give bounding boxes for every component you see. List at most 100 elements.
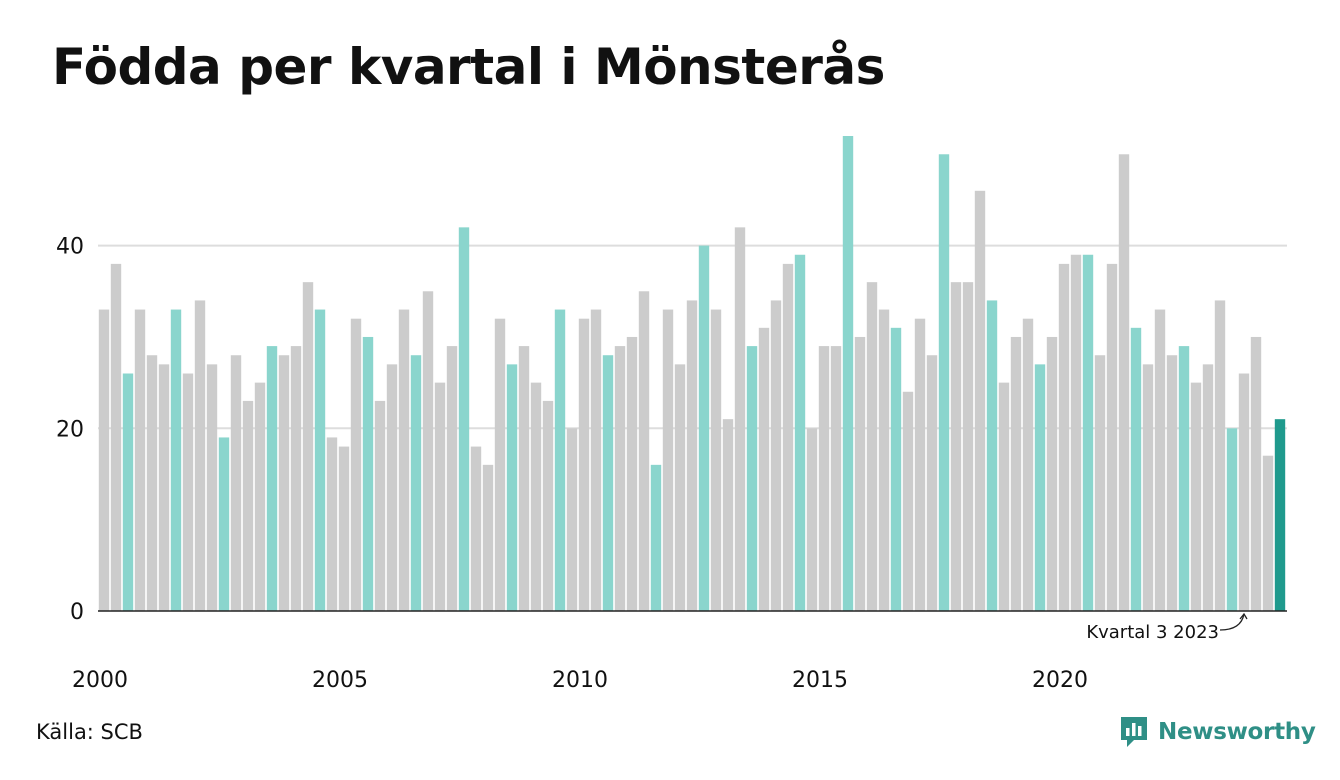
bar-2009-q2 bbox=[542, 400, 554, 611]
bar-2013-q4 bbox=[758, 327, 770, 611]
bar-2013-q1 bbox=[722, 419, 734, 611]
bars bbox=[98, 136, 1286, 612]
bar-2006-q4 bbox=[422, 291, 434, 611]
bar-2007-q4 bbox=[470, 446, 482, 611]
x-tick-label: 2000 bbox=[72, 668, 128, 693]
bar-2019-q3 bbox=[1034, 364, 1046, 611]
bar-2017-q2 bbox=[926, 355, 938, 611]
bar-2003-q1 bbox=[242, 400, 254, 611]
bar-2010-q3 bbox=[602, 355, 614, 611]
bar-2006-q3 bbox=[410, 355, 422, 611]
bar-2023-q1 bbox=[1202, 364, 1214, 611]
bar-2011-q3 bbox=[650, 464, 662, 611]
bar-2013-q3 bbox=[746, 346, 758, 611]
bar-2019-q4 bbox=[1046, 336, 1058, 611]
annotation-label: Kvartal 3 2023 bbox=[1086, 622, 1219, 643]
bar-2014-q4 bbox=[806, 428, 818, 611]
bar-2020-q2 bbox=[1070, 254, 1082, 611]
bar-2017-q1 bbox=[914, 318, 926, 611]
bar-2015-q2 bbox=[830, 346, 842, 611]
bar-2019-q1 bbox=[1010, 336, 1022, 611]
bar-2014-q1 bbox=[770, 300, 782, 611]
annotation: Kvartal 3 2023 bbox=[1086, 612, 1248, 643]
chart-title: Födda per kvartal i Mönsterås bbox=[52, 38, 885, 96]
bar-2008-q3 bbox=[506, 364, 518, 611]
brand-name: Newsworthy bbox=[1158, 719, 1316, 745]
bar-2002-q1 bbox=[194, 300, 206, 611]
bar-2020-q3 bbox=[1082, 254, 1094, 611]
bar-2010-q4 bbox=[614, 346, 626, 611]
bar-2000-q1 bbox=[98, 309, 110, 611]
bar-2015-q3 bbox=[842, 136, 854, 611]
bar-2021-q4 bbox=[1142, 364, 1154, 611]
bar-2021-q1 bbox=[1106, 263, 1118, 611]
bar-2016-q1 bbox=[866, 282, 878, 611]
x-tick-label: 2015 bbox=[792, 668, 848, 693]
bar-2011-q4 bbox=[662, 309, 674, 611]
bar-2022-q4 bbox=[1190, 382, 1202, 611]
bar-2018-q1 bbox=[962, 282, 974, 611]
bar-2007-q1 bbox=[434, 382, 446, 611]
bar-2012-q2 bbox=[686, 300, 698, 611]
bar-2017-q4 bbox=[950, 282, 962, 611]
bar-2003-q2 bbox=[254, 382, 266, 611]
bar-2015-q4 bbox=[854, 336, 866, 611]
bar-2007-q3 bbox=[458, 227, 470, 611]
bar-2009-q1 bbox=[530, 382, 542, 611]
bar-2004-q2 bbox=[302, 282, 314, 611]
bar-2014-q3 bbox=[794, 254, 806, 611]
y-tick-label: 20 bbox=[56, 417, 84, 442]
bar-2001-q4 bbox=[182, 373, 194, 611]
bar-2012-q1 bbox=[674, 364, 686, 611]
bar-2010-q2 bbox=[590, 309, 602, 611]
bar-2008-q2 bbox=[494, 318, 506, 611]
bar-2005-q3 bbox=[362, 336, 374, 611]
bar-2011-q2 bbox=[638, 291, 650, 611]
bar-2024-q2 bbox=[1262, 455, 1274, 611]
bar-2018-q4 bbox=[998, 382, 1010, 611]
x-tick-label: 2005 bbox=[312, 668, 368, 693]
bar-2001-q3 bbox=[170, 309, 182, 611]
bar-2003-q4 bbox=[278, 355, 290, 611]
bar-2000-q3 bbox=[122, 373, 134, 611]
bar-2004-q4 bbox=[326, 437, 338, 611]
bar-2008-q1 bbox=[482, 464, 494, 611]
axes: 0 20 40 2000 2005 2010 2015 2020 bbox=[56, 235, 1287, 693]
x-tick-label: 2010 bbox=[552, 668, 608, 693]
bar-2016-q4 bbox=[902, 391, 914, 611]
bar-2000-q2 bbox=[110, 263, 122, 611]
bar-2004-q1 bbox=[290, 346, 302, 611]
bar-2002-q3 bbox=[218, 437, 230, 611]
bar-2012-q3 bbox=[698, 245, 710, 611]
bar-2015-q1 bbox=[818, 346, 830, 611]
bar-2006-q2 bbox=[398, 309, 410, 611]
bar-2023-q4 bbox=[1238, 373, 1250, 611]
bar-2016-q2 bbox=[878, 309, 890, 611]
bar-2016-q3 bbox=[890, 327, 902, 611]
y-tick-label: 0 bbox=[70, 600, 84, 625]
annotation-arrowhead bbox=[1239, 612, 1248, 620]
bar-2006-q1 bbox=[386, 364, 398, 611]
bar-2003-q3 bbox=[266, 346, 278, 611]
bar-2005-q1 bbox=[338, 446, 350, 611]
bar-2013-q2 bbox=[734, 227, 746, 611]
source-note: Källa: SCB bbox=[36, 720, 143, 744]
bar-2009-q4 bbox=[566, 428, 578, 611]
bar-2001-q2 bbox=[158, 364, 170, 611]
bar-2023-q2 bbox=[1214, 300, 1226, 611]
bar-2001-q1 bbox=[146, 355, 158, 611]
bar-2019-q2 bbox=[1022, 318, 1034, 611]
bar-2009-q3 bbox=[554, 309, 566, 611]
bar-2018-q3 bbox=[986, 300, 998, 611]
bar-2022-q2 bbox=[1166, 355, 1178, 611]
bar-2004-q3 bbox=[314, 309, 326, 611]
bar-2008-q4 bbox=[518, 346, 530, 611]
bar-2021-q3 bbox=[1130, 327, 1142, 611]
bar-2005-q4 bbox=[374, 400, 386, 611]
bar-2018-q2 bbox=[974, 190, 986, 612]
x-tick-label: 2020 bbox=[1032, 668, 1088, 693]
bar-2021-q2 bbox=[1118, 154, 1130, 611]
bar-2002-q2 bbox=[206, 364, 218, 611]
bar-2020-q1 bbox=[1058, 263, 1070, 611]
bar-chart: 0 20 40 2000 2005 2010 2015 2020 Kvartal 3 2023 bbox=[56, 136, 1287, 693]
